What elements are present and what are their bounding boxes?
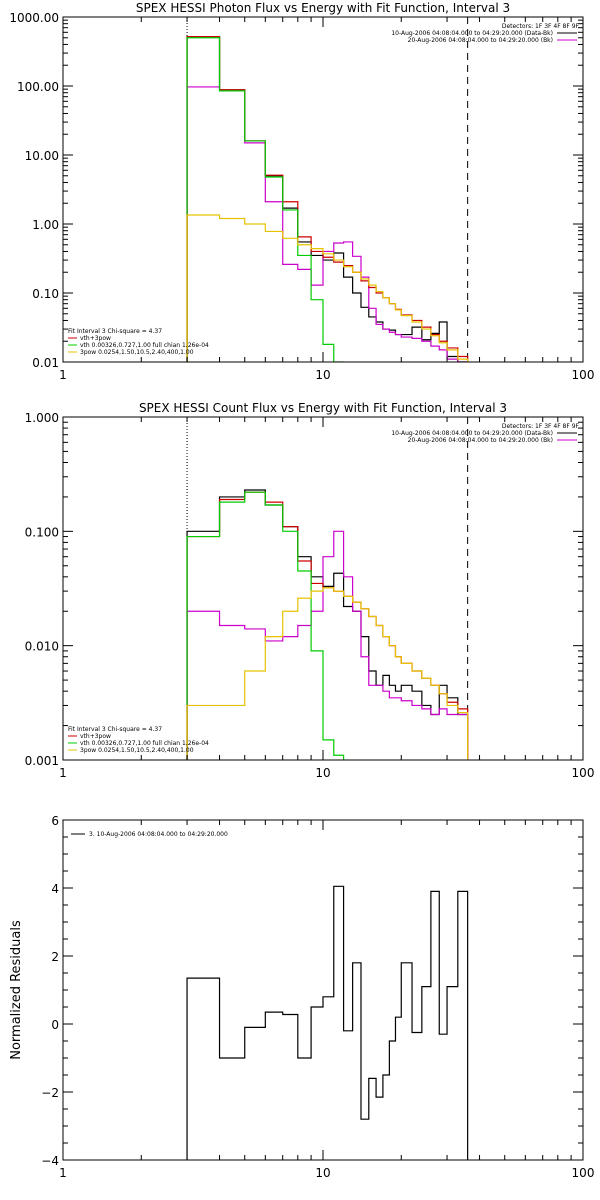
series-bk <box>186 86 469 362</box>
legend-entry: Detectors: 1F 3F 4F 8F 9F <box>502 423 580 430</box>
legend-entry: 3pow 0.0254,1.50,10.5,2.40,400,1.00 <box>80 747 194 754</box>
y-tick-label: 0.001 <box>25 754 59 768</box>
x-tick-label: 1 <box>59 368 67 382</box>
series-vth-3pow <box>186 35 469 362</box>
y-tick-label: 1.000 <box>25 411 59 425</box>
y-axis: −4 −2 0 2 4 6 <box>41 814 583 1168</box>
legend-entry: vth+3pow <box>80 335 111 342</box>
series-vth-3pow <box>186 491 469 760</box>
y-tick-label: 0.10 <box>32 287 59 301</box>
x-tick-label: 100 <box>572 368 595 382</box>
x-tick-label: 1 <box>59 1166 67 1180</box>
legend-entry: vth 0.00326,0.727,1.00 full chian 1.26e-… <box>80 342 209 349</box>
y-tick-label: 2 <box>51 950 59 964</box>
chart-title: SPEX HESSI Photon Flux vs Energy with Fi… <box>136 1 510 15</box>
x-axis: 1 10 100 <box>59 820 594 1180</box>
x-tick-label: 1 <box>59 766 67 780</box>
legend-bottom-left: Fit Interval 3 Chi-square = 4.37vth+3pow… <box>68 726 209 754</box>
y-axis-label: Normalized Residuals <box>9 920 24 1060</box>
x-axis: 1 10 100 <box>59 417 594 780</box>
series-data-bk <box>186 489 469 760</box>
x-tick-label: 100 <box>572 766 595 780</box>
chart-panel-1: SPEX HESSI Photon Flux vs Energy with Fi… <box>9 1 594 382</box>
x-tick-label: 10 <box>315 766 330 780</box>
series-3pow <box>186 587 469 760</box>
y-tick-label: −2 <box>41 1086 59 1100</box>
series-data-bk <box>186 35 469 362</box>
y-tick-label: −4 <box>41 1154 59 1168</box>
legend-top-left: 3. 10-Aug-2006 04:08:04.000 to 04:29:20.… <box>71 831 228 838</box>
legend-entry: Fit Interval 3 Chi-square = 4.37 <box>68 328 162 335</box>
plot-frame <box>62 819 584 1161</box>
y-axis: 0.01 0.10 1.00 10.00 100.00 1000.00 <box>9 11 583 370</box>
y-tick-label: 0.010 <box>25 640 59 654</box>
legend-entry: 3. 10-Aug-2006 04:08:04.000 to 04:29:20.… <box>89 831 228 838</box>
y-tick-label: 0 <box>51 1018 59 1032</box>
y-tick-label: 10.00 <box>25 149 59 163</box>
series-3-10-aug-2006-04-08-04-000-to-04-29-20-000 <box>186 885 469 1160</box>
legend-entry: 10-Aug-2006 04:08:04.000 to 04:29:20.000… <box>391 430 553 437</box>
chart-panel-2: SPEX HESSI Count Flux vs Energy with Fit… <box>25 401 595 780</box>
x-tick-label: 10 <box>315 1166 330 1180</box>
y-tick-label: 100.00 <box>17 80 59 94</box>
series-vth <box>186 491 345 760</box>
legend-entry: 10-Aug-2006 04:08:04.000 to 04:29:20.000… <box>391 30 553 37</box>
y-tick-label: 0.100 <box>25 525 59 539</box>
legend-entry: 20-Aug-2006 04:08:04.000 to 04:29:20.000… <box>408 437 553 444</box>
legend-entry: 3pow 0.0254,1.50,10.5,2.40,400,1.00 <box>80 349 194 356</box>
y-tick-label: 0.01 <box>32 356 59 370</box>
x-axis: 1 10 100 <box>59 17 594 382</box>
series-bk <box>186 530 469 760</box>
y-axis: 0.001 0.010 0.100 1.000 <box>25 411 583 768</box>
series-3pow <box>186 214 469 362</box>
y-tick-label: 1.00 <box>32 218 59 232</box>
chart-title: SPEX HESSI Count Flux vs Energy with Fit… <box>139 401 507 415</box>
y-tick-label: 6 <box>51 814 59 828</box>
x-tick-label: 100 <box>572 1166 595 1180</box>
y-tick-label: 4 <box>51 882 59 896</box>
legend-entry: vth 0.00326,0.727,1.00 full chian 1.26e-… <box>80 740 209 747</box>
y-tick-label: 1000.00 <box>9 11 59 25</box>
legend-entry: vth+3pow <box>80 733 111 740</box>
x-tick-label: 10 <box>315 368 330 382</box>
legend-entry: 20-Aug-2006 04:08:04.000 to 04:29:20.000… <box>408 37 553 44</box>
chart-panel-3: 1 10 100 −4 −2 0 2 4 6 Normalized Residuals 3. 10-… <box>9 814 594 1180</box>
series-vth <box>186 37 345 362</box>
legend-bottom-left: Fit Interval 3 Chi-square = 4.37vth+3pow… <box>68 328 209 356</box>
legend-entry: Fit Interval 3 Chi-square = 4.37 <box>68 726 162 733</box>
legend-entry: Detectors: 1F 3F 4F 8F 9F <box>502 23 580 30</box>
